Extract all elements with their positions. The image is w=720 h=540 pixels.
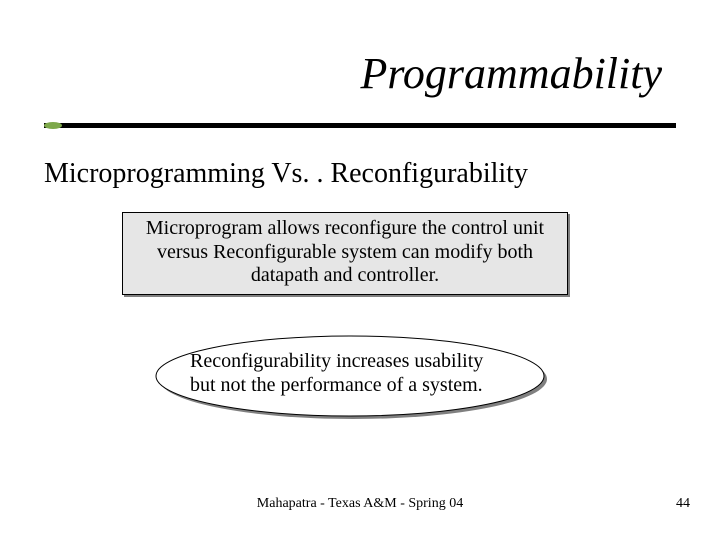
info-box-line: versus Reconfigurable system can modify … — [131, 241, 559, 265]
rule-line — [44, 123, 676, 128]
info-box-line: datapath and controller. — [131, 264, 559, 288]
ellipse-line: but not the performance of a system. — [190, 374, 510, 398]
info-box-line: Microprogram allows reconfigure the cont… — [131, 217, 559, 241]
footer-page-number: 44 — [676, 496, 690, 512]
ellipse-line: Reconfigurability increases usability — [190, 350, 510, 374]
ellipse-text: Reconfigurability increases usability bu… — [190, 350, 510, 397]
slide: Programmability Microprogramming Vs. . R… — [0, 0, 720, 540]
footer-center: Mahapatra - Texas A&M - Spring 04 — [0, 496, 720, 512]
title-rule — [44, 120, 676, 132]
slide-subtitle: Microprogramming Vs. . Reconfigurability — [44, 158, 528, 190]
slide-title: Programmability — [361, 48, 662, 99]
info-box: Microprogram allows reconfigure the cont… — [122, 212, 568, 295]
rule-bullet-icon — [44, 122, 62, 129]
ellipse-callout: Reconfigurability increases usability bu… — [150, 330, 550, 422]
